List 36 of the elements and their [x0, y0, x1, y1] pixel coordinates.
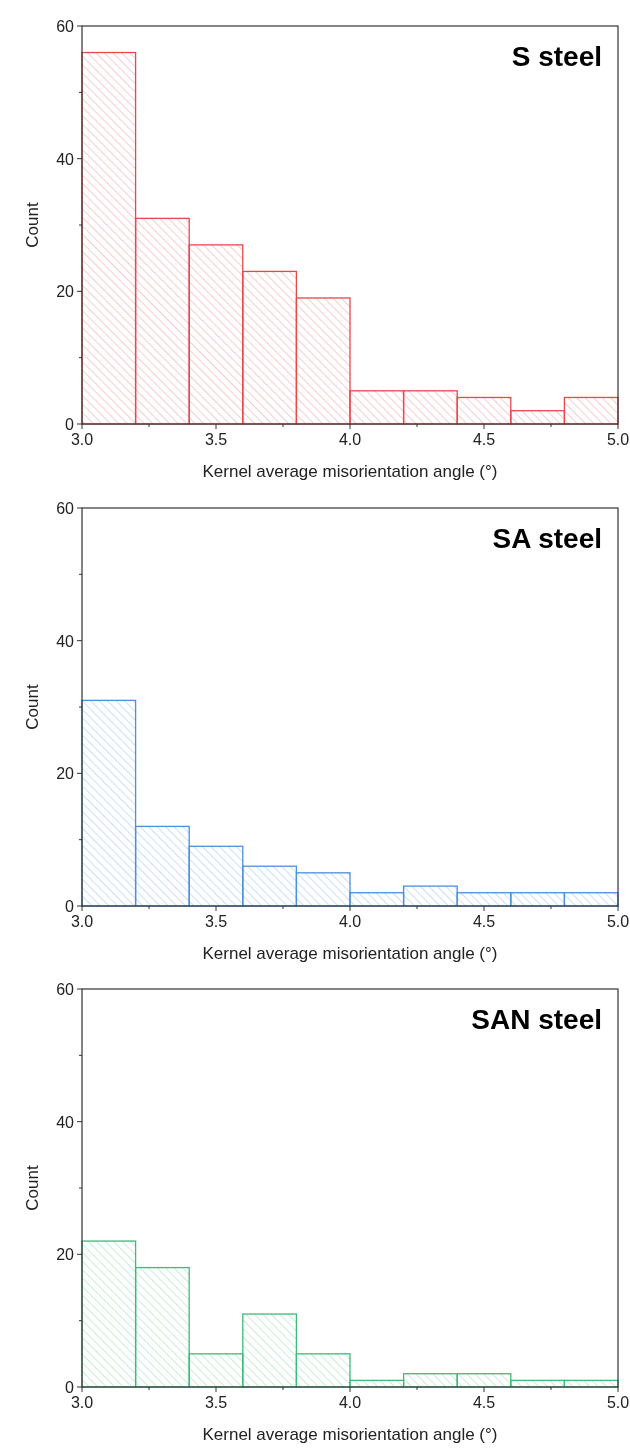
- x-tick-label: 3.0: [70, 431, 94, 448]
- y-tick-label: 60: [56, 981, 75, 998]
- y-tick-label: 0: [65, 1379, 75, 1396]
- x-tick-label: 4.5: [472, 913, 496, 930]
- y-axis-title: Count: [23, 202, 42, 248]
- x-tick-label: 5.0: [606, 431, 630, 448]
- x-tick-label: 4.0: [338, 913, 362, 930]
- x-tick-label: 5.0: [606, 913, 630, 930]
- text: SA steel: [492, 523, 602, 554]
- x-tick-label: 4.5: [472, 1394, 496, 1411]
- x-tick-label: 3.0: [70, 913, 94, 930]
- y-axis-title: Count: [23, 684, 42, 730]
- x-tick-label: 3.5: [204, 913, 228, 930]
- y-tick-label: 40: [56, 632, 75, 650]
- text: S steel: [511, 41, 602, 72]
- text: SAN steel: [471, 1004, 602, 1035]
- y-tick-label: 0: [65, 898, 75, 915]
- x-tick-label: 3.5: [204, 1394, 228, 1411]
- y-tick-label: 40: [56, 1113, 75, 1131]
- x-axis-title: Kernel average misorientation angle (°): [202, 462, 498, 481]
- y-tick-label: 60: [56, 500, 75, 517]
- x-axis-title: Kernel average misorientation angle (°): [202, 944, 498, 963]
- y-axis-title: Count: [23, 1165, 42, 1211]
- x-tick-label: 3.0: [70, 1394, 94, 1411]
- x-tick-label: 4.5: [472, 431, 496, 448]
- y-tick-label: 60: [56, 18, 75, 35]
- y-tick-label: 0: [65, 416, 75, 433]
- y-tick-label: 20: [56, 765, 75, 783]
- x-tick-label: 3.5: [204, 431, 228, 448]
- y-tick-label: 20: [56, 1246, 75, 1264]
- y-tick-label: 20: [56, 283, 75, 301]
- x-tick-label: 5.0: [606, 1394, 630, 1411]
- x-axis-title: Kernel average misorientation angle (°): [202, 1425, 498, 1444]
- x-tick-label: 4.0: [338, 1394, 362, 1411]
- x-tick-label: 4.0: [338, 431, 362, 448]
- y-tick-label: 40: [56, 150, 75, 168]
